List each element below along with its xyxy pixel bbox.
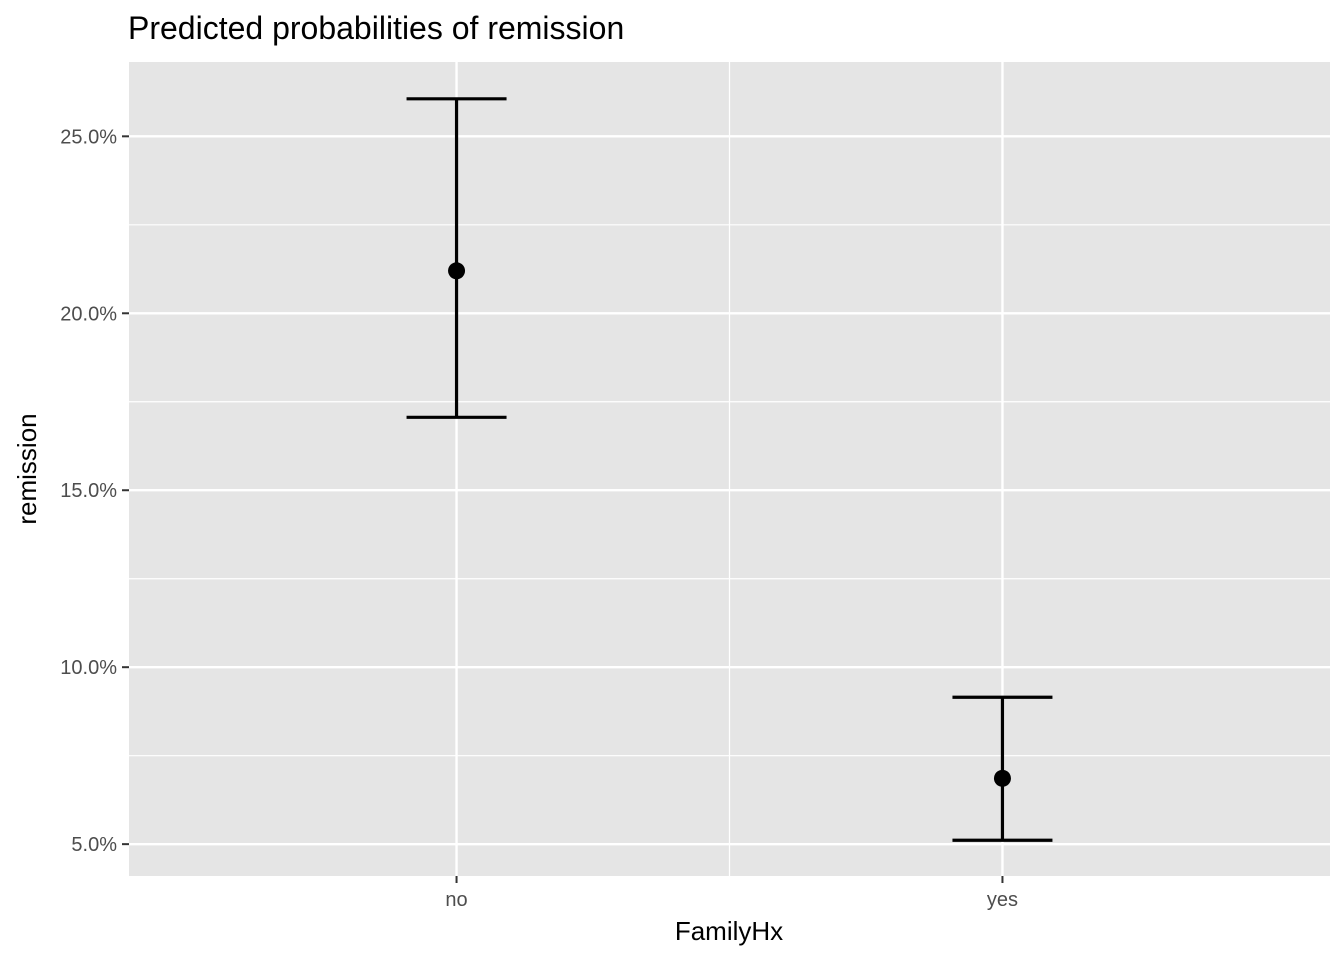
y-tick-label: 25.0%: [60, 126, 117, 148]
y-axis-title: remission: [12, 413, 42, 524]
axes: 5.0% 10.0% 15.0% 20.0% 25.0% no yes: [60, 126, 1018, 911]
chart-title: Predicted probabilities of remission: [128, 10, 624, 46]
data-marks: [406, 97, 1053, 842]
y-tick-label: 15.0%: [60, 480, 117, 502]
estimate-point: [993, 769, 1011, 787]
x-tick-label: yes: [987, 889, 1018, 911]
x-tick-label: no: [445, 889, 467, 911]
y-tick-label: 10.0%: [60, 657, 117, 679]
y-tick-label: 5.0%: [71, 834, 117, 856]
x-axis-title: FamilyHx: [675, 916, 783, 946]
estimate-point: [448, 262, 466, 280]
y-tick-label: 20.0%: [60, 303, 117, 325]
grid-lines: [129, 62, 1330, 876]
